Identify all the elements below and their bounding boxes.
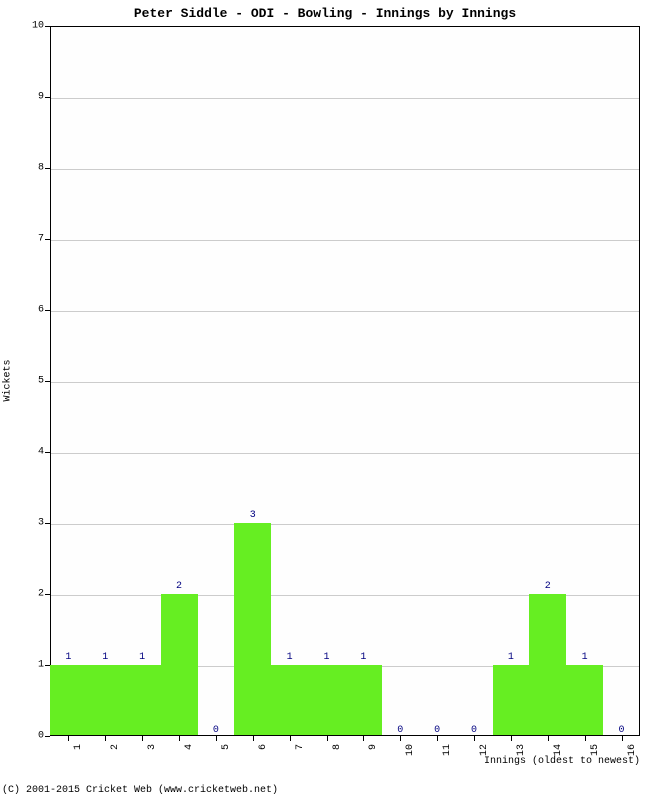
y-tick-label: 6 bbox=[14, 305, 44, 316]
x-tick bbox=[290, 736, 291, 741]
y-tick-label: 8 bbox=[14, 163, 44, 174]
y-tick-label: 5 bbox=[14, 376, 44, 387]
x-tick bbox=[253, 736, 254, 741]
bar-value-label: 0 bbox=[397, 725, 403, 736]
y-tick bbox=[45, 381, 50, 382]
bar bbox=[493, 665, 530, 735]
bar bbox=[271, 665, 308, 735]
bar-value-label: 1 bbox=[139, 652, 145, 663]
x-tick-label: 6 bbox=[258, 744, 269, 774]
x-tick-label: 1 bbox=[73, 744, 84, 774]
chart-root: Peter Siddle - ODI - Bowling - Innings b… bbox=[0, 0, 650, 800]
x-tick bbox=[327, 736, 328, 741]
y-tick bbox=[45, 239, 50, 240]
bar bbox=[50, 665, 87, 735]
y-tick-label: 1 bbox=[14, 660, 44, 671]
gridline bbox=[51, 453, 639, 454]
bar bbox=[529, 594, 566, 735]
x-tick-label: 8 bbox=[332, 744, 343, 774]
x-tick bbox=[474, 736, 475, 741]
bar-value-label: 0 bbox=[619, 725, 625, 736]
bar-value-label: 1 bbox=[582, 652, 588, 663]
x-tick-label: 10 bbox=[405, 744, 416, 774]
gridline bbox=[51, 382, 639, 383]
y-tick bbox=[45, 168, 50, 169]
x-tick-label: 5 bbox=[221, 744, 232, 774]
x-tick bbox=[400, 736, 401, 741]
bar-value-label: 0 bbox=[434, 725, 440, 736]
gridline bbox=[51, 524, 639, 525]
y-tick-label: 0 bbox=[14, 731, 44, 742]
x-tick-label: 11 bbox=[442, 744, 453, 774]
x-tick-label: 7 bbox=[295, 744, 306, 774]
y-tick-label: 7 bbox=[14, 234, 44, 245]
y-tick bbox=[45, 736, 50, 737]
chart-title: Peter Siddle - ODI - Bowling - Innings b… bbox=[0, 6, 650, 21]
x-tick bbox=[363, 736, 364, 741]
bar-value-label: 2 bbox=[545, 581, 551, 592]
bar-value-label: 1 bbox=[360, 652, 366, 663]
x-axis-label: Innings (oldest to newest) bbox=[50, 756, 640, 767]
x-tick-label: 14 bbox=[553, 744, 564, 774]
gridline bbox=[51, 311, 639, 312]
x-tick-label: 12 bbox=[479, 744, 490, 774]
x-tick bbox=[511, 736, 512, 741]
x-tick bbox=[585, 736, 586, 741]
x-tick bbox=[437, 736, 438, 741]
gridline bbox=[51, 169, 639, 170]
bar bbox=[161, 594, 198, 735]
bar-value-label: 0 bbox=[213, 725, 219, 736]
chart-footer: (C) 2001-2015 Cricket Web (www.cricketwe… bbox=[2, 785, 278, 796]
y-tick bbox=[45, 310, 50, 311]
bar bbox=[566, 665, 603, 735]
bar bbox=[345, 665, 382, 735]
y-axis-line bbox=[50, 26, 51, 736]
x-tick bbox=[105, 736, 106, 741]
y-tick-label: 3 bbox=[14, 518, 44, 529]
bar bbox=[87, 665, 124, 735]
y-tick-label: 4 bbox=[14, 447, 44, 458]
bar-value-label: 1 bbox=[287, 652, 293, 663]
bar bbox=[124, 665, 161, 735]
y-axis-label: Wickets bbox=[3, 281, 14, 481]
bar bbox=[234, 523, 271, 735]
x-tick bbox=[622, 736, 623, 741]
x-tick-label: 4 bbox=[184, 744, 195, 774]
x-tick-label: 3 bbox=[147, 744, 158, 774]
bar-value-label: 1 bbox=[102, 652, 108, 663]
y-tick bbox=[45, 452, 50, 453]
y-tick bbox=[45, 97, 50, 98]
gridline bbox=[51, 98, 639, 99]
x-tick bbox=[548, 736, 549, 741]
plot-area: 1 1 1 2 0 3 1 1 1 0 0 0 1 2 1 0 bbox=[50, 26, 640, 736]
x-tick-label: 2 bbox=[110, 744, 121, 774]
bar-value-label: 1 bbox=[324, 652, 330, 663]
y-tick-label: 10 bbox=[14, 21, 44, 32]
x-tick-label: 13 bbox=[516, 744, 527, 774]
x-axis-line bbox=[50, 735, 640, 736]
x-tick-label: 15 bbox=[590, 744, 601, 774]
bar-value-label: 1 bbox=[508, 652, 514, 663]
bar-value-label: 2 bbox=[176, 581, 182, 592]
y-tick bbox=[45, 523, 50, 524]
bar-value-label: 0 bbox=[471, 725, 477, 736]
y-tick bbox=[45, 594, 50, 595]
bar-value-label: 3 bbox=[250, 510, 256, 521]
x-tick-label: 9 bbox=[368, 744, 379, 774]
x-tick bbox=[142, 736, 143, 741]
x-tick bbox=[68, 736, 69, 741]
gridline bbox=[51, 240, 639, 241]
x-tick bbox=[216, 736, 217, 741]
bar-value-label: 1 bbox=[65, 652, 71, 663]
bar bbox=[308, 665, 345, 735]
y-tick-label: 9 bbox=[14, 92, 44, 103]
x-tick-label: 16 bbox=[627, 744, 638, 774]
x-tick bbox=[179, 736, 180, 741]
y-tick bbox=[45, 26, 50, 27]
y-tick-label: 2 bbox=[14, 589, 44, 600]
